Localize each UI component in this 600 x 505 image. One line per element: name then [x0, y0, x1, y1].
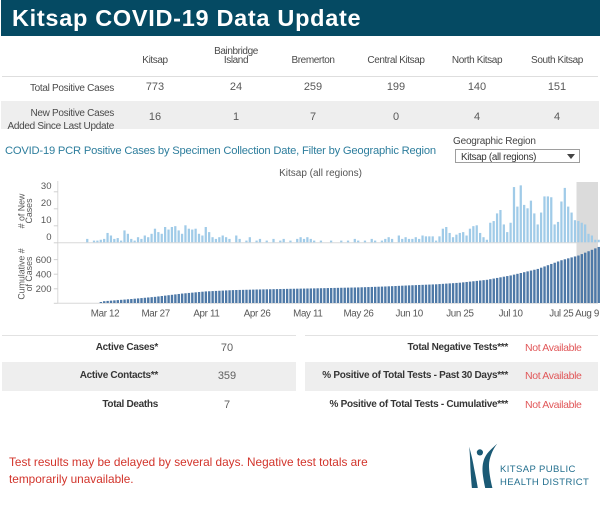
svg-text:# of New: # of New — [17, 193, 27, 228]
svg-text:Aug 9: Aug 9 — [575, 309, 599, 320]
svg-text:Kitsap (all regions): Kitsap (all regions) — [279, 168, 362, 179]
svg-text:Apr 26: Apr 26 — [244, 309, 272, 320]
svg-text:Mar 27: Mar 27 — [141, 309, 169, 320]
svg-text:Cumulative #: Cumulative # — [17, 248, 27, 299]
svg-text:600: 600 — [36, 255, 52, 266]
svg-text:30: 30 — [41, 181, 52, 192]
svg-text:May 11: May 11 — [293, 309, 322, 320]
svg-text:400: 400 — [36, 270, 52, 281]
svg-text:Jul 10: Jul 10 — [499, 309, 524, 320]
svg-text:200: 200 — [36, 284, 52, 295]
svg-text:May 26: May 26 — [343, 309, 374, 320]
svg-text:20: 20 — [41, 198, 52, 209]
svg-text:Apr 11: Apr 11 — [193, 309, 219, 320]
svg-text:Mar 12: Mar 12 — [91, 309, 119, 320]
svg-text:Jun 10: Jun 10 — [396, 309, 424, 320]
svg-text:Cases: Cases — [24, 198, 34, 224]
svg-text:0: 0 — [46, 232, 51, 243]
svg-text:Jul 25: Jul 25 — [549, 309, 574, 320]
svg-text:Jun 25: Jun 25 — [446, 309, 474, 320]
svg-text:10: 10 — [41, 215, 52, 226]
svg-text:of Cases: of Cases — [24, 256, 34, 291]
